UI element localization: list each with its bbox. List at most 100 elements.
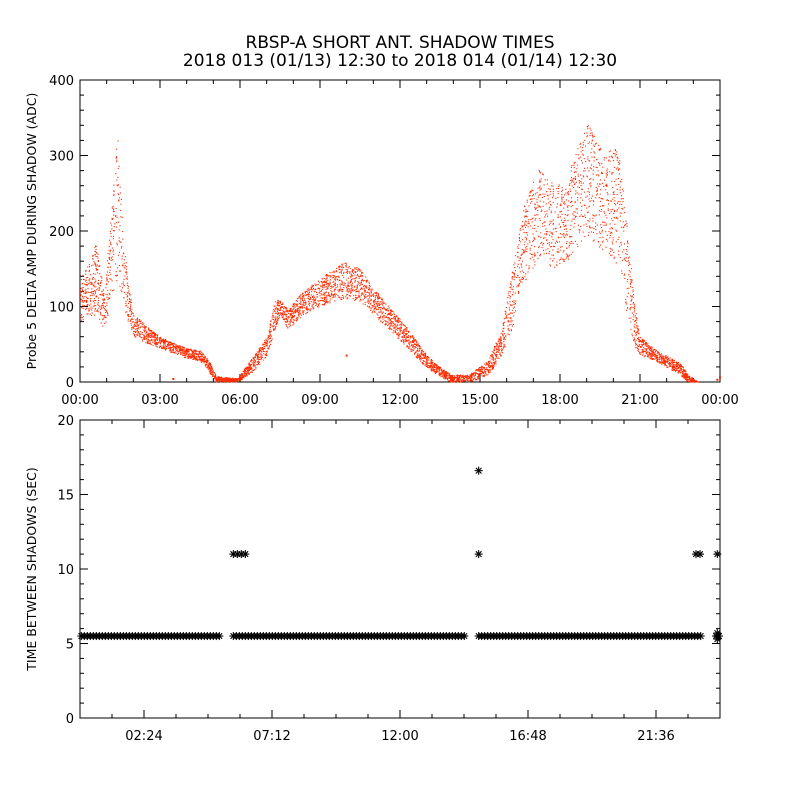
amp-point bbox=[349, 294, 351, 296]
amp-point bbox=[270, 320, 272, 322]
amp-point bbox=[408, 344, 410, 346]
amp-point bbox=[619, 160, 621, 162]
amp-point bbox=[587, 211, 589, 213]
amp-point bbox=[211, 367, 213, 369]
amp-point bbox=[644, 343, 646, 345]
amp-point bbox=[198, 351, 200, 353]
amp-point bbox=[646, 354, 648, 356]
amp-point bbox=[633, 326, 635, 328]
amp-point bbox=[658, 357, 660, 359]
amp-point bbox=[682, 367, 684, 369]
amp-point bbox=[430, 363, 432, 365]
amp-point bbox=[107, 299, 109, 301]
amp-point bbox=[174, 343, 176, 345]
amp-point bbox=[530, 191, 532, 193]
amp-point bbox=[554, 228, 556, 230]
amp-point bbox=[617, 178, 619, 180]
amp-point bbox=[142, 333, 144, 335]
amp-point bbox=[624, 273, 626, 275]
amp-point bbox=[274, 310, 276, 312]
amp-point bbox=[632, 302, 634, 304]
amp-point bbox=[663, 362, 665, 364]
amp-point bbox=[521, 278, 523, 280]
amp-point bbox=[164, 339, 166, 341]
amp-point bbox=[361, 278, 363, 280]
amp-point bbox=[264, 340, 266, 342]
amp-point bbox=[505, 307, 507, 309]
amp-point bbox=[675, 368, 677, 370]
amp-point bbox=[304, 300, 306, 302]
amp-point bbox=[442, 376, 444, 378]
amp-point bbox=[567, 214, 569, 216]
amp-point bbox=[357, 291, 359, 293]
amp-point bbox=[617, 238, 619, 240]
amp-point bbox=[504, 346, 506, 348]
amp-point bbox=[97, 269, 99, 271]
amp-point bbox=[683, 374, 685, 376]
amp-point bbox=[406, 327, 408, 329]
amp-point bbox=[520, 263, 522, 265]
amp-point bbox=[357, 273, 359, 275]
amp-point bbox=[577, 197, 579, 199]
amp-point bbox=[580, 214, 582, 216]
amp-point bbox=[354, 281, 356, 283]
amp-point bbox=[99, 293, 101, 295]
amp-point bbox=[91, 312, 93, 314]
amp-point bbox=[226, 381, 228, 383]
amp-point bbox=[691, 381, 693, 383]
amp-point bbox=[270, 340, 272, 342]
amp-point bbox=[562, 258, 564, 260]
amp-point bbox=[366, 279, 368, 281]
amp-point bbox=[596, 193, 598, 195]
amp-point bbox=[534, 255, 536, 257]
amp-point bbox=[231, 379, 233, 381]
amp-point bbox=[210, 369, 212, 371]
amp-point bbox=[305, 295, 307, 297]
amp-point bbox=[86, 291, 88, 293]
amp-point bbox=[331, 291, 333, 293]
amp-point bbox=[121, 283, 123, 285]
amp-point bbox=[382, 301, 384, 303]
amp-point bbox=[618, 161, 620, 163]
amp-point bbox=[276, 320, 278, 322]
amp-point bbox=[438, 374, 440, 376]
amp-point bbox=[130, 309, 132, 311]
amp-point bbox=[247, 366, 249, 368]
amp-point bbox=[211, 374, 213, 376]
amp-point bbox=[273, 316, 275, 318]
amp-point bbox=[497, 340, 499, 342]
amp-point bbox=[621, 178, 623, 180]
amp-point bbox=[540, 181, 542, 183]
amp-point bbox=[489, 360, 491, 362]
amp-point bbox=[655, 349, 657, 351]
amp-point bbox=[611, 228, 613, 230]
amp-point bbox=[248, 362, 250, 364]
amp-point bbox=[261, 356, 263, 358]
amp-point bbox=[538, 247, 540, 249]
amp-point bbox=[406, 329, 408, 331]
amp-point bbox=[81, 295, 83, 297]
amp-point bbox=[482, 366, 484, 368]
amp-point bbox=[613, 194, 615, 196]
amp-point bbox=[165, 340, 167, 342]
amp-point bbox=[664, 362, 666, 364]
amp-point bbox=[391, 321, 393, 323]
amp-point bbox=[605, 176, 607, 178]
amp-point bbox=[637, 345, 639, 347]
amp-point bbox=[225, 377, 227, 379]
amp-point bbox=[196, 350, 198, 352]
amp-point bbox=[361, 276, 363, 278]
amp-point bbox=[211, 366, 213, 368]
amp-point bbox=[279, 312, 281, 314]
amp-point bbox=[123, 285, 125, 287]
amp-point bbox=[324, 301, 326, 303]
amp-point bbox=[323, 283, 325, 285]
amp-point bbox=[405, 334, 407, 336]
amp-point bbox=[478, 375, 480, 377]
amp-point bbox=[125, 256, 127, 258]
amp-point bbox=[151, 339, 153, 341]
amp-point bbox=[380, 309, 382, 311]
amp-point bbox=[515, 310, 517, 312]
amp-point bbox=[618, 168, 620, 170]
amp-point bbox=[251, 371, 253, 373]
